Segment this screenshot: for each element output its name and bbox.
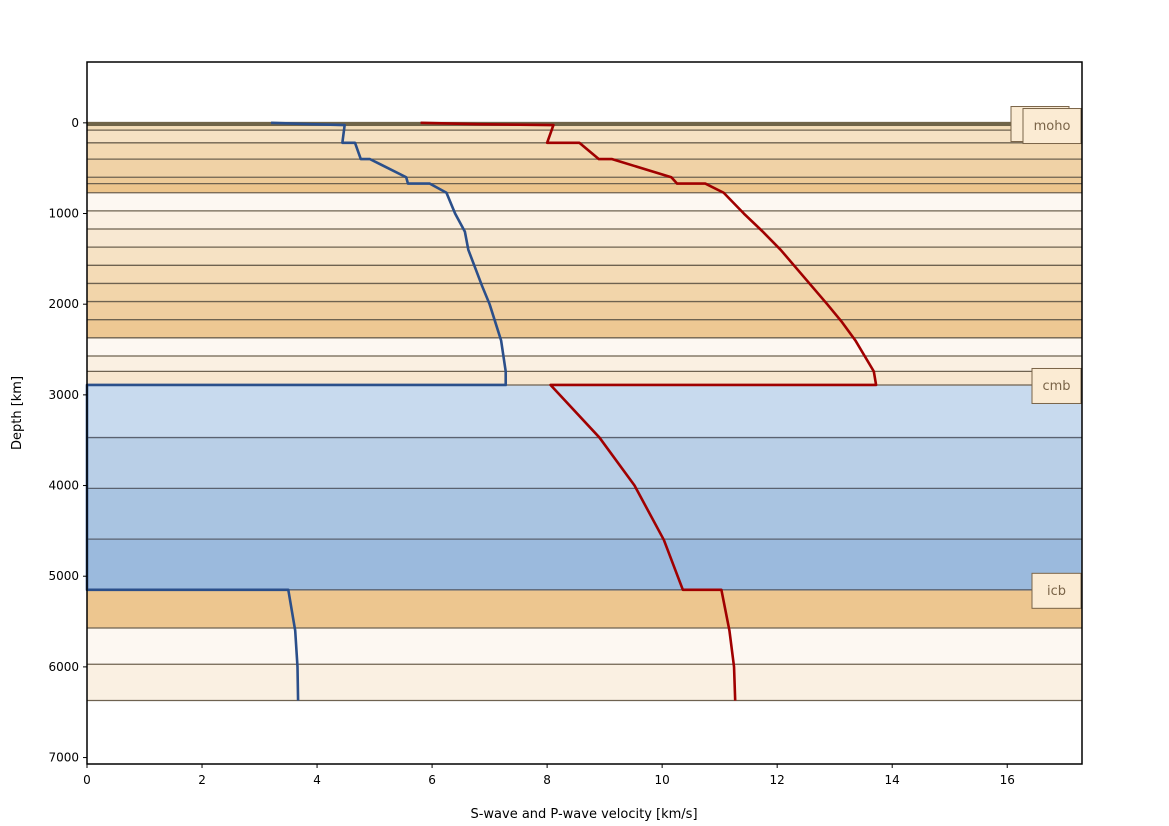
layer-band-5 [87, 177, 1082, 184]
layer-band-7 [87, 192, 1082, 211]
y-tick-label: 7000 [48, 751, 79, 765]
moho-band [87, 121, 1082, 127]
x-tick-label: 2 [198, 773, 206, 787]
y-tick-label: 1000 [48, 207, 79, 221]
annotation-icb: icb [1031, 572, 1082, 609]
x-axis-label: S-wave and P-wave velocity [km/s] [470, 807, 697, 822]
layer-band-12 [87, 283, 1082, 302]
x-tick-label: 16 [1000, 773, 1015, 787]
layer-band-20 [87, 488, 1082, 540]
x-tick-label: 0 [83, 773, 91, 787]
layer-band-19 [87, 437, 1082, 489]
layer-band-17 [87, 371, 1082, 385]
annotation-box [1031, 367, 1082, 404]
y-tick-label: 3000 [48, 388, 79, 402]
earth-layers [87, 121, 1082, 702]
plot-frame [86, 61, 1083, 765]
y-tick-label: 5000 [48, 569, 79, 583]
layer-band-6 [87, 183, 1082, 193]
layer-band-21 [87, 539, 1082, 590]
layer-band-1 [87, 125, 1082, 131]
x-tick-label: 6 [428, 773, 436, 787]
annotation-label: icb [1047, 584, 1066, 599]
y-tick-label: 0 [71, 116, 79, 130]
layer-band-11 [87, 265, 1082, 284]
x-tick-label: 10 [655, 773, 670, 787]
annotation-box [1031, 572, 1082, 609]
boundary-annotations: moho cmb icb [1010, 106, 1082, 609]
layer-band-24 [87, 664, 1082, 701]
annotation-label: cmb [1042, 379, 1070, 394]
layer-band-3 [87, 142, 1082, 160]
layer-band-4 [87, 159, 1082, 178]
y-tick-label: 4000 [48, 479, 79, 493]
y-tick-label: 6000 [48, 660, 79, 674]
x-tick-label: 4 [313, 773, 321, 787]
y-axis-label: Depth [km] [10, 376, 25, 450]
annotation-cmb: cmb [1031, 367, 1082, 404]
y-axis-ticks: 0 1000 2000 3000 4000 5000 6000 7000 [48, 116, 87, 765]
layer-band-15 [87, 337, 1082, 356]
x-tick-label: 14 [885, 773, 900, 787]
layer-band-10 [87, 247, 1082, 266]
layer-band-9 [87, 229, 1082, 248]
x-tick-label: 12 [770, 773, 785, 787]
annotation-moho: moho [1010, 106, 1082, 145]
y-tick-label: 2000 [48, 297, 79, 311]
layer-band-18 [87, 384, 1082, 438]
layer-band-14 [87, 319, 1082, 338]
x-axis-ticks: 0 2 4 6 8 10 12 14 16 [83, 764, 1015, 787]
layer-band-2 [87, 130, 1082, 143]
annotation-box [1022, 108, 1082, 145]
layer-band-13 [87, 301, 1082, 320]
layer-band-16 [87, 355, 1082, 372]
p-wave-line [420, 121, 878, 701]
layer-band-22 [87, 589, 1082, 628]
annotation-label: moho [1034, 119, 1071, 134]
x-tick-label: 8 [543, 773, 551, 787]
layer-band-8 [87, 210, 1082, 230]
layer-band-23 [87, 627, 1082, 665]
